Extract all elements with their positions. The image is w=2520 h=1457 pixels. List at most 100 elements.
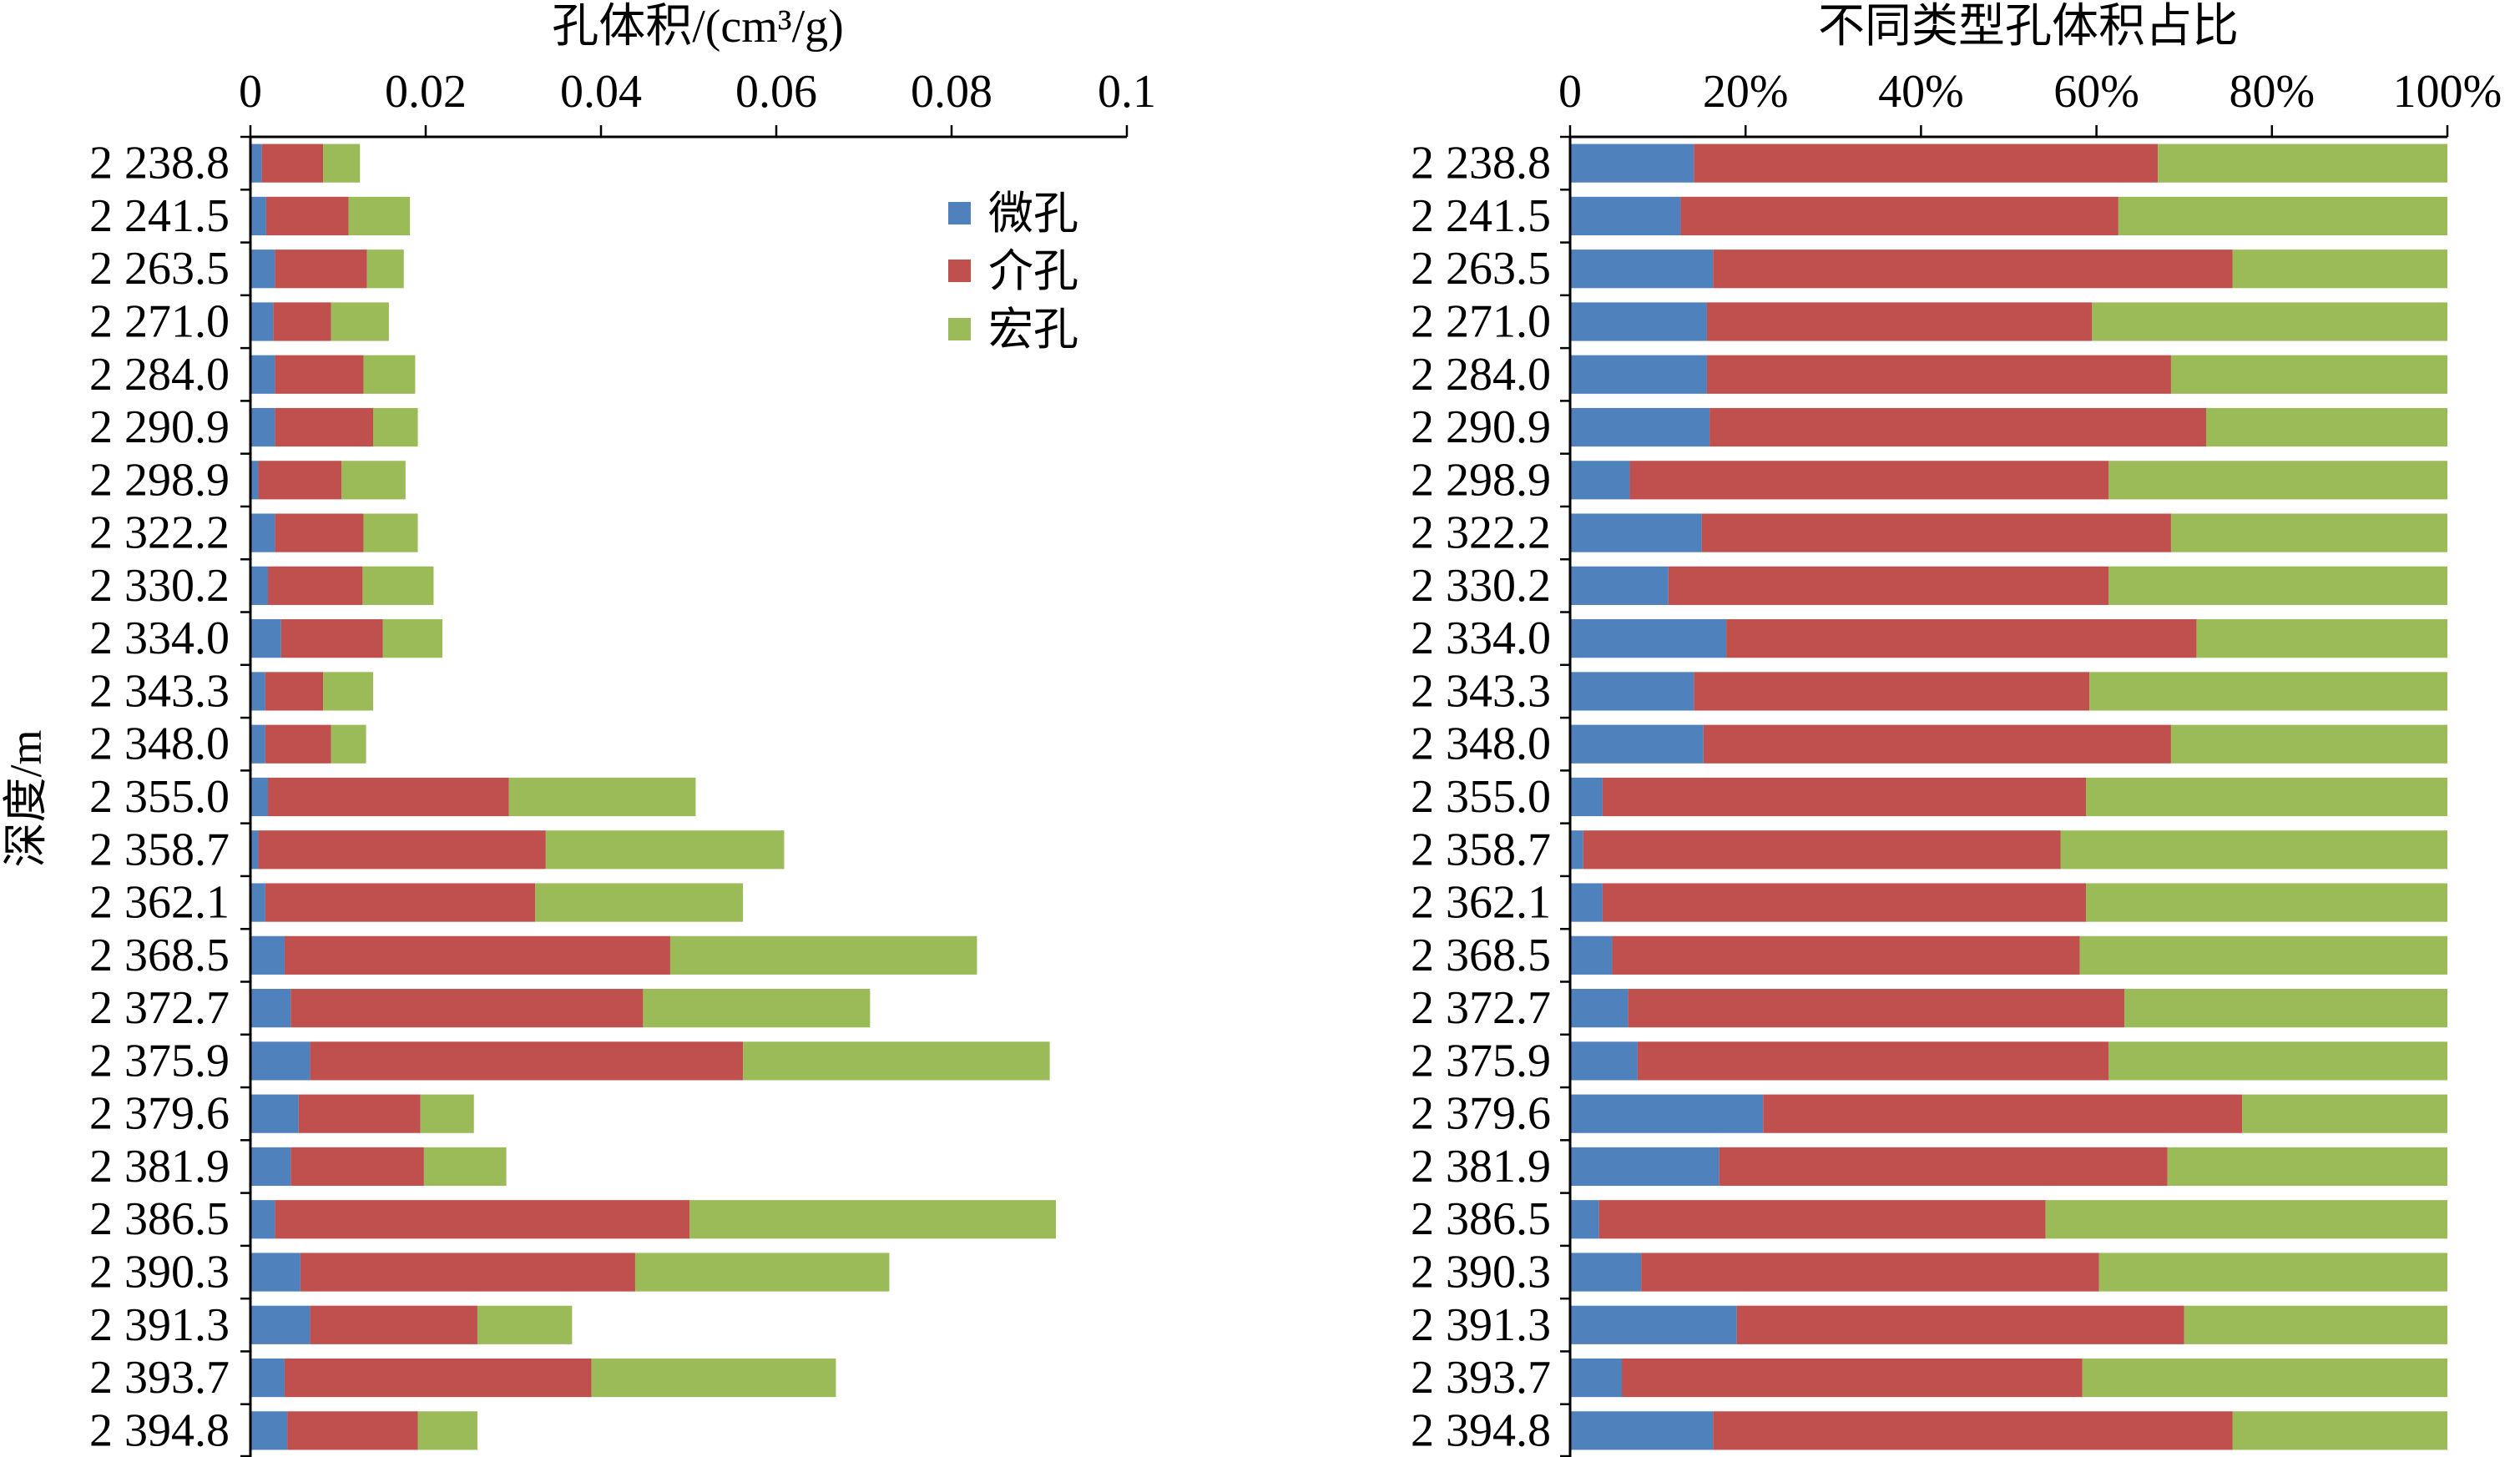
right-bar-mesopore-row-17	[1628, 989, 2125, 1028]
left-bar-mesopore-row-7	[258, 461, 342, 500]
right-bar-mesopore-row-5	[1706, 355, 2171, 394]
right-bar-mesopore-row-9	[1668, 566, 2109, 605]
right-bar-macropore-row-18	[2108, 1041, 2447, 1081]
left-bar-micropore-row-23	[250, 1305, 311, 1344]
left-bar-macropore-row-11	[323, 672, 373, 711]
left-bar-mesopore-row-15	[265, 883, 536, 922]
left-y-tick-label: 2 290.9	[89, 401, 230, 453]
left-y-tick-label: 2 343.3	[89, 665, 230, 717]
left-bar-micropore-row-10	[250, 619, 281, 658]
left-bar-macropore-row-8	[363, 513, 418, 552]
right-chart-title: 不同类型孔体积占比	[1818, 1, 2239, 53]
left-bar-mesopore-row-21	[275, 1200, 690, 1239]
right-y-tick-label: 2 362.1	[1411, 877, 1551, 929]
left-bar-mesopore-row-24	[284, 1358, 592, 1398]
legend-label-mesopore: 介孔	[988, 246, 1078, 296]
left-bar-micropore-row-7	[250, 461, 259, 500]
left-y-tick-label: 2 298.9	[89, 454, 230, 506]
right-bar-macropore-row-11	[2089, 672, 2447, 711]
right-y-tick-label: 2 241.5	[1411, 190, 1551, 242]
right-bar-mesopore-row-20	[1719, 1147, 2168, 1187]
left-y-tick-label: 2 390.3	[89, 1247, 230, 1298]
right-bar-macropore-row-5	[2170, 355, 2447, 394]
left-x-tick-label: 0.08	[911, 66, 992, 118]
right-bar-micropore-row-21	[1570, 1200, 1599, 1239]
left-y-tick-label: 2 238.8	[89, 138, 230, 189]
left-bar-macropore-row-13	[508, 777, 696, 817]
right-chart-plot-area: 2 238.82 241.52 263.52 271.02 284.02 290…	[1411, 66, 2502, 1457]
right-bar-mesopore-row-4	[1706, 302, 2093, 341]
right-y-tick-label: 2 298.9	[1411, 454, 1551, 506]
right-bar-macropore-row-15	[2085, 883, 2447, 922]
right-y-tick-label: 2 372.7	[1411, 982, 1551, 1034]
right-bar-micropore-row-3	[1570, 250, 1714, 289]
left-bar-macropore-row-21	[689, 1200, 1056, 1239]
right-bar-mesopore-row-15	[1602, 883, 2086, 922]
right-y-tick-label: 2 334.0	[1411, 613, 1551, 664]
left-y-tick-label: 2 334.0	[89, 613, 230, 664]
right-bar-mesopore-row-3	[1713, 250, 2233, 289]
right-y-tick-label: 2 391.3	[1411, 1299, 1551, 1351]
right-bar-macropore-row-13	[2085, 777, 2447, 817]
right-x-tick-label: 60%	[2053, 66, 2139, 118]
right-y-tick-label: 2 381.9	[1411, 1141, 1551, 1192]
left-x-tick-label: 0.06	[735, 66, 817, 118]
right-x-tick-label: 80%	[2229, 66, 2315, 118]
right-bar-micropore-row-7	[1570, 461, 1630, 500]
left-bar-mesopore-row-25	[287, 1411, 418, 1450]
left-bar-mesopore-row-6	[275, 407, 373, 447]
right-bar-mesopore-row-21	[1598, 1200, 2046, 1239]
left-bar-macropore-row-5	[363, 355, 416, 394]
left-bar-micropore-row-13	[250, 777, 268, 817]
left-bar-micropore-row-15	[250, 883, 265, 922]
right-bar-macropore-row-21	[2045, 1200, 2447, 1239]
right-bar-macropore-row-6	[2205, 407, 2447, 447]
right-bar-macropore-row-20	[2167, 1147, 2447, 1187]
right-bar-macropore-row-10	[2196, 619, 2447, 658]
legend-label-micropore: 微孔	[988, 189, 1078, 239]
right-y-tick-label: 2 263.5	[1411, 243, 1551, 295]
left-bar-macropore-row-3	[366, 250, 404, 289]
right-bar-micropore-row-15	[1570, 883, 1603, 922]
right-bar-macropore-row-1	[2158, 144, 2447, 183]
legend-item-macropore: 宏孔	[948, 305, 1078, 355]
left-bar-micropore-row-6	[250, 407, 275, 447]
right-bar-micropore-row-17	[1570, 989, 1629, 1028]
right-y-tick-label: 2 322.2	[1411, 507, 1551, 559]
right-bar-mesopore-row-23	[1736, 1305, 2184, 1344]
right-bar-micropore-row-19	[1570, 1094, 1764, 1133]
right-y-tick-label: 2 390.3	[1411, 1247, 1551, 1298]
left-bar-micropore-row-16	[250, 935, 285, 975]
right-bar-macropore-row-14	[2060, 830, 2447, 870]
right-bar-mesopore-row-13	[1602, 777, 2086, 817]
left-bar-macropore-row-19	[420, 1094, 474, 1133]
left-bar-micropore-row-19	[250, 1094, 299, 1133]
left-bar-mesopore-row-11	[265, 672, 324, 711]
legend-item-mesopore: 介孔	[948, 246, 1078, 296]
left-bar-mesopore-row-19	[298, 1094, 421, 1133]
right-bar-macropore-row-12	[2170, 724, 2447, 764]
right-bar-micropore-row-24	[1570, 1358, 1623, 1398]
left-bar-macropore-row-2	[348, 196, 411, 236]
right-bar-mesopore-row-7	[1629, 461, 2109, 500]
left-bar-micropore-row-1	[250, 144, 262, 183]
right-bar-mesopore-row-2	[1680, 196, 2119, 236]
left-bar-macropore-row-20	[423, 1147, 507, 1187]
right-bar-micropore-row-25	[1570, 1411, 1714, 1450]
left-y-tick-label: 2 362.1	[89, 877, 230, 929]
right-bar-macropore-row-7	[2108, 461, 2447, 500]
left-y-tick-label: 2 372.7	[89, 982, 230, 1034]
left-bar-micropore-row-11	[250, 672, 265, 711]
left-bar-macropore-row-24	[591, 1358, 836, 1398]
left-y-tick-label: 2 381.9	[89, 1141, 230, 1192]
legend: 微孔 介孔 宏孔	[948, 189, 1078, 355]
left-bar-macropore-row-12	[331, 724, 366, 764]
left-bar-macropore-row-18	[743, 1041, 1050, 1081]
left-bar-micropore-row-21	[250, 1200, 275, 1239]
right-bar-micropore-row-6	[1570, 407, 1710, 447]
left-bar-macropore-row-25	[417, 1411, 477, 1450]
right-bar-micropore-row-12	[1570, 724, 1704, 764]
right-bar-mesopore-row-19	[1763, 1094, 2243, 1133]
legend-swatch-mesopore	[948, 260, 971, 282]
left-bar-mesopore-row-2	[265, 196, 349, 236]
